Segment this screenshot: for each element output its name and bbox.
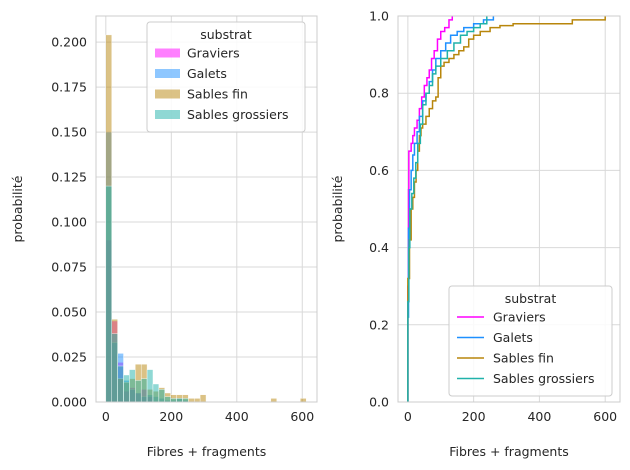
histogram-panel: 0 200 400 600 0.000 0.025 0.050 0.075 0.100 0.12… — [10, 15, 318, 459]
y-tick-label: 0.6 — [369, 163, 389, 178]
legend-item-sables-grossiers: Sables grossiers — [457, 371, 594, 386]
legend-label: Sables fin — [187, 87, 248, 102]
x-tick-label: 600 — [593, 409, 617, 424]
legend-item-sables-grossiers: Sables grossiers — [155, 107, 288, 122]
bar — [146, 369, 154, 403]
legend-swatch — [155, 69, 180, 78]
y-tick-label: 0.125 — [51, 170, 87, 185]
y-tick-label: 1.0 — [369, 9, 389, 24]
bar — [176, 398, 183, 403]
legend-swatch — [155, 110, 180, 119]
histogram-x-ticks: 0 200 400 600 — [102, 409, 314, 424]
histogram-legend-frame — [146, 21, 306, 133]
y-tick-label: 0.2 — [369, 317, 389, 332]
histogram-y-ticks: 0.000 0.025 0.050 0.075 0.100 0.125 0.150 0.175… — [51, 35, 87, 410]
legend-label: Sables grossiers — [493, 371, 594, 386]
x-tick-label: 600 — [290, 409, 314, 424]
legend-label: Sables fin — [493, 351, 554, 366]
x-tick-label: 400 — [527, 409, 551, 424]
legend-label: Graviers — [493, 310, 546, 325]
x-tick-label: 200 — [159, 409, 183, 424]
y-tick-label: 0.8 — [369, 86, 389, 101]
bar — [140, 378, 148, 403]
series-sables-grossiers — [105, 185, 189, 403]
histogram-legend: substrat Graviers Galets Sables fin Sables … — [146, 21, 306, 133]
bar — [164, 396, 171, 403]
ecdf-legend-items: Graviers Galets Sables fin Sables grossiers — [457, 310, 594, 386]
y-tick-label: 0.0 — [369, 395, 389, 410]
ecdf-y-axis-label: probabilité — [330, 175, 345, 242]
y-tick-label: 0.100 — [51, 215, 87, 230]
bar — [158, 389, 165, 403]
histogram-frame — [95, 15, 318, 403]
x-tick-label: 0 — [404, 409, 412, 424]
bar — [111, 333, 118, 403]
ecdf-legend: substrat Graviers Galets Sables fin Sables … — [448, 285, 613, 397]
bar — [300, 398, 307, 403]
ecdf-frame — [397, 15, 621, 403]
bar — [135, 380, 142, 403]
bar — [270, 398, 277, 403]
histogram-bars — [105, 34, 307, 403]
y-tick-label: 0.4 — [369, 240, 389, 255]
histogram-y-axis-label: probabilité — [10, 175, 25, 242]
legend-item-sables-fin: Sables fin — [457, 351, 554, 366]
legend-label: Graviers — [187, 46, 240, 61]
ecdf-line-sables-fin — [407, 16, 606, 402]
bar — [188, 398, 195, 403]
legend-swatch — [155, 89, 180, 99]
ecdf-x-axis-label: Fibres + fragments — [449, 444, 569, 459]
histogram-legend-title: substrat — [200, 27, 252, 42]
bar — [129, 369, 136, 403]
x-tick-label: 200 — [462, 409, 486, 424]
legend-item-galets: Galets — [155, 66, 227, 81]
bar — [105, 185, 112, 403]
ecdf-legend-title: substrat — [505, 291, 557, 306]
ecdf-line-graviers — [407, 16, 454, 402]
ecdf-panel: 0 200 400 600 0.0 0.2 0.4 0.6 0.8 1.0 Fibres + f… — [330, 9, 621, 459]
ecdf-lines — [407, 16, 606, 402]
bar — [199, 394, 207, 403]
ecdf-x-ticks: 0 200 400 600 — [404, 409, 617, 424]
x-tick-label: 400 — [225, 409, 249, 424]
ecdf-line-sables-grossiers — [407, 16, 488, 402]
ecdf-legend-frame — [448, 285, 613, 397]
legend-label: Galets — [493, 330, 533, 345]
y-tick-label: 0.075 — [51, 260, 87, 275]
bar — [117, 365, 124, 403]
y-tick-label: 0.200 — [51, 35, 87, 50]
bar — [152, 383, 160, 403]
y-tick-label: 0.150 — [51, 125, 87, 140]
bar — [194, 398, 201, 403]
y-tick-label: 0.175 — [51, 80, 87, 95]
legend-label: Galets — [187, 66, 227, 81]
histogram-x-axis-label: Fibres + fragments — [147, 444, 267, 459]
bar — [182, 398, 189, 403]
legend-item-graviers: Graviers — [155, 46, 240, 61]
x-tick-label: 0 — [102, 409, 110, 424]
bar — [170, 398, 177, 403]
legend-swatch — [155, 48, 180, 58]
legend-item-galets: Galets — [457, 330, 533, 345]
histogram-legend-items: Graviers Galets Sables fin Sables grossiers — [155, 46, 288, 122]
y-tick-label: 0.025 — [51, 350, 87, 365]
legend-item-sables-fin: Sables fin — [155, 87, 248, 102]
ecdf-y-ticks: 0.0 0.2 0.4 0.6 0.8 1.0 — [369, 9, 389, 410]
bar — [123, 374, 130, 403]
y-tick-label: 0.050 — [51, 305, 87, 320]
legend-label: Sables grossiers — [187, 107, 288, 122]
legend-item-graviers: Graviers — [457, 310, 546, 325]
y-tick-label: 0.000 — [51, 395, 87, 410]
